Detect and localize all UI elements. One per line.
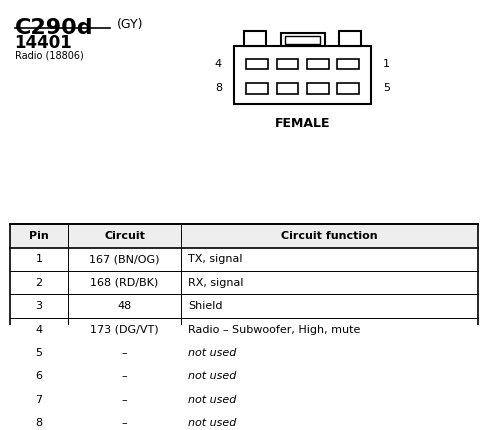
Bar (285, 36, 320, 44)
Text: 4: 4 (36, 325, 42, 335)
Text: Pin: Pin (29, 231, 49, 241)
Text: Shield: Shield (188, 301, 223, 311)
Text: (GY): (GY) (117, 18, 143, 31)
Bar (246, 58, 268, 69)
Bar (339, 31, 361, 46)
Bar (244, 31, 266, 46)
Bar (10, 248, 478, 271)
Bar (10, 271, 478, 295)
Bar (10, 295, 478, 318)
Bar (337, 83, 359, 94)
Text: 14401: 14401 (15, 34, 72, 52)
Text: 167 (BN/OG): 167 (BN/OG) (89, 255, 160, 264)
Text: Circuit function: Circuit function (281, 231, 378, 241)
Text: Circuit: Circuit (104, 231, 145, 241)
Bar (234, 46, 371, 104)
Bar (246, 83, 268, 94)
Bar (281, 33, 325, 46)
Bar (277, 58, 299, 69)
Bar (10, 224, 478, 430)
Text: not used: not used (188, 395, 236, 405)
Text: FEMALE: FEMALE (275, 117, 330, 130)
Bar (277, 83, 299, 94)
Bar (306, 83, 328, 94)
Text: 1: 1 (383, 59, 390, 69)
Text: –: – (122, 418, 127, 428)
Text: 4: 4 (215, 59, 222, 69)
Text: 6: 6 (36, 372, 42, 381)
Text: –: – (122, 395, 127, 405)
Text: 168 (RD/BK): 168 (RD/BK) (90, 278, 159, 288)
Text: –: – (122, 372, 127, 381)
Text: not used: not used (188, 418, 236, 428)
Bar (10, 318, 478, 341)
Text: 173 (DG/VT): 173 (DG/VT) (90, 325, 159, 335)
Text: not used: not used (188, 348, 236, 358)
Text: 2: 2 (36, 278, 42, 288)
Text: RX, signal: RX, signal (188, 278, 244, 288)
Text: TX, signal: TX, signal (188, 255, 243, 264)
Text: 1: 1 (36, 255, 42, 264)
Bar (10, 365, 478, 388)
Text: Radio – Subwoofer, High, mute: Radio – Subwoofer, High, mute (188, 325, 360, 335)
Bar (10, 224, 478, 248)
Text: 5: 5 (36, 348, 42, 358)
Text: not used: not used (188, 372, 236, 381)
Text: 5: 5 (383, 83, 390, 93)
Text: –: – (122, 348, 127, 358)
Bar (306, 58, 328, 69)
Text: C290d: C290d (15, 18, 93, 38)
Text: 48: 48 (117, 301, 132, 311)
Bar (337, 58, 359, 69)
Text: 8: 8 (215, 83, 222, 93)
Text: 7: 7 (36, 395, 42, 405)
Text: 3: 3 (36, 301, 42, 311)
Bar (10, 388, 478, 412)
Bar (10, 341, 478, 365)
Text: 8: 8 (36, 418, 42, 428)
Bar (10, 412, 478, 430)
Text: Radio (18806): Radio (18806) (15, 50, 83, 60)
